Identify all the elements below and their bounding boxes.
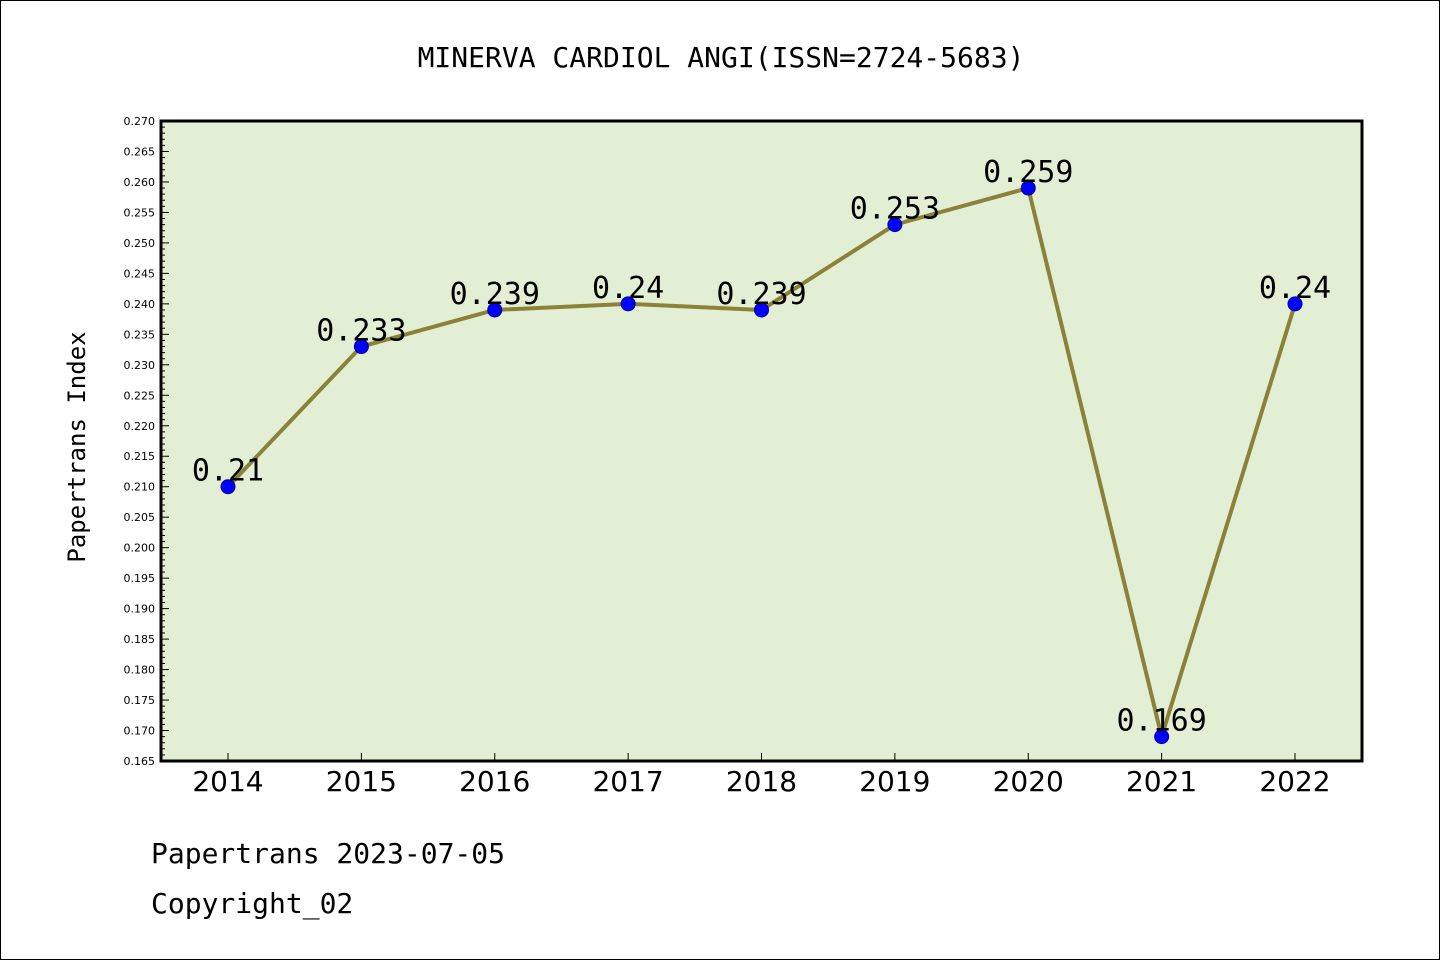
data-point — [487, 302, 503, 318]
y-tick-label: 0.270 — [124, 115, 156, 128]
y-tick-label: 0.210 — [124, 481, 156, 494]
data-point — [1287, 296, 1303, 312]
y-tick-label: 0.185 — [124, 633, 156, 646]
y-tick-label: 0.260 — [124, 176, 156, 189]
data-label: 0.253 — [850, 192, 940, 227]
data-label: 0.169 — [1116, 704, 1206, 739]
footer-date: Papertrans 2023-07-05 — [151, 837, 506, 870]
y-tick-label: 0.220 — [124, 420, 156, 433]
y-tick-label: 0.240 — [124, 298, 156, 311]
y-axis-label: Papertrans Index — [63, 331, 91, 562]
data-label: 0.239 — [716, 277, 806, 312]
data-point — [220, 479, 236, 495]
data-label: 0.24 — [592, 271, 664, 306]
data-label: 0.21 — [192, 454, 264, 489]
y-tick-label: 0.180 — [124, 664, 156, 677]
y-tick-label: 0.200 — [124, 542, 156, 555]
data-label: 0.259 — [983, 155, 1073, 190]
y-tick-label: 0.225 — [124, 389, 156, 402]
y-tick-label: 0.165 — [124, 755, 156, 768]
x-tick-label: 2019 — [859, 765, 930, 798]
y-axis: 0.165 0.170 0.175 0.180 0.185 0.190 0.195 0.200… — [124, 115, 169, 768]
y-tick-label: 0.250 — [124, 237, 156, 250]
y-tick-label: 0.175 — [124, 694, 156, 707]
footer-copyright: Copyright_02 — [151, 887, 354, 920]
y-tick-label: 0.230 — [124, 359, 156, 372]
x-tick-label: 2022 — [1259, 765, 1330, 798]
x-tick-label: 2021 — [1126, 765, 1197, 798]
y-tick-label: 0.235 — [124, 328, 156, 341]
chart-title: MINERVA CARDIOL ANGI(ISSN=2724-5683) — [418, 41, 1025, 74]
data-point — [620, 296, 636, 312]
y-tick-label: 0.205 — [124, 511, 156, 524]
y-tick-label: 0.245 — [124, 267, 156, 280]
y-tick-label: 0.195 — [124, 572, 156, 585]
data-label: 0.239 — [450, 277, 540, 312]
y-tick-label: 0.170 — [124, 725, 156, 738]
data-point — [1154, 729, 1170, 745]
series-layer: 0.21 0.233 0.239 0.24 0.239 0.253 0.259 0.169 0.… — [192, 155, 1331, 745]
y-tick-label: 0.255 — [124, 206, 156, 219]
y-tick-label: 0.190 — [124, 603, 156, 616]
y-tick-label: 0.215 — [124, 450, 156, 463]
data-label: 0.233 — [316, 314, 406, 349]
data-point — [887, 217, 903, 233]
x-tick-label: 2014 — [192, 765, 263, 798]
x-tick-label: 2018 — [726, 765, 797, 798]
x-tick-label: 2015 — [326, 765, 397, 798]
data-point — [754, 302, 769, 318]
x-tick-label: 2020 — [993, 765, 1064, 798]
data-point — [1020, 180, 1036, 196]
data-point — [353, 339, 369, 355]
x-tick-label: 2016 — [459, 765, 530, 798]
x-axis: 2014 2015 2016 2017 2018 2019 2020 2021 2022 — [192, 753, 1331, 798]
plot-area — [159, 119, 1364, 763]
x-tick-label: 2017 — [592, 765, 663, 798]
y-tick-label: 0.265 — [124, 145, 156, 158]
data-label: 0.24 — [1259, 271, 1331, 306]
